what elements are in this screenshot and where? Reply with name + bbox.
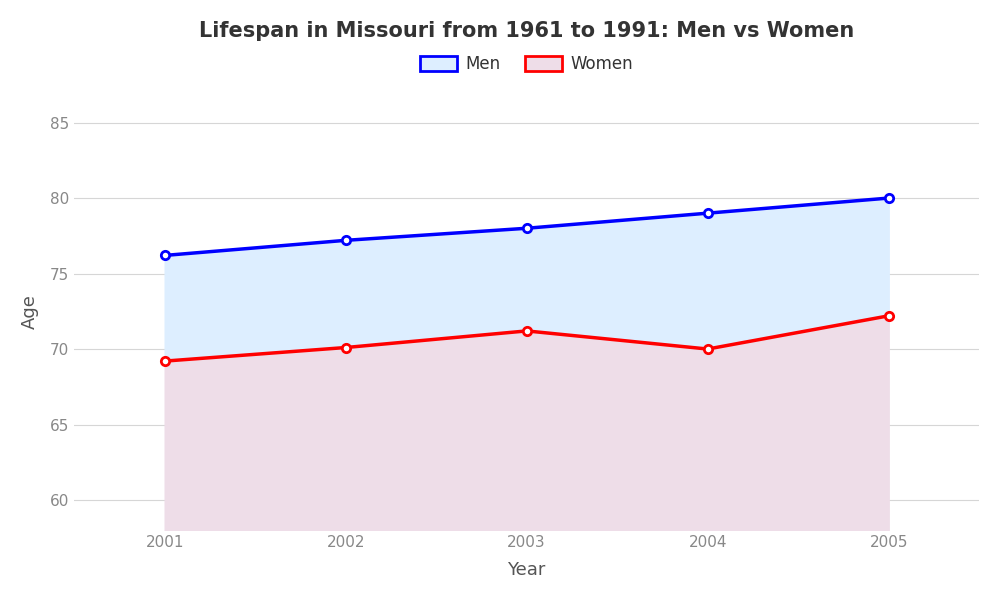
- Legend: Men, Women: Men, Women: [414, 48, 640, 80]
- Y-axis label: Age: Age: [21, 294, 39, 329]
- Title: Lifespan in Missouri from 1961 to 1991: Men vs Women: Lifespan in Missouri from 1961 to 1991: …: [199, 21, 854, 41]
- X-axis label: Year: Year: [507, 561, 546, 579]
